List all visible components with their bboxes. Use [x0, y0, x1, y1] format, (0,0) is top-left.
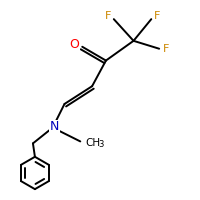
Text: O: O	[69, 38, 79, 51]
Text: N: N	[50, 120, 59, 133]
Text: 3: 3	[99, 140, 104, 149]
Text: F: F	[154, 11, 161, 21]
Text: F: F	[163, 44, 169, 54]
Text: CH: CH	[85, 138, 100, 148]
Text: F: F	[104, 11, 111, 21]
